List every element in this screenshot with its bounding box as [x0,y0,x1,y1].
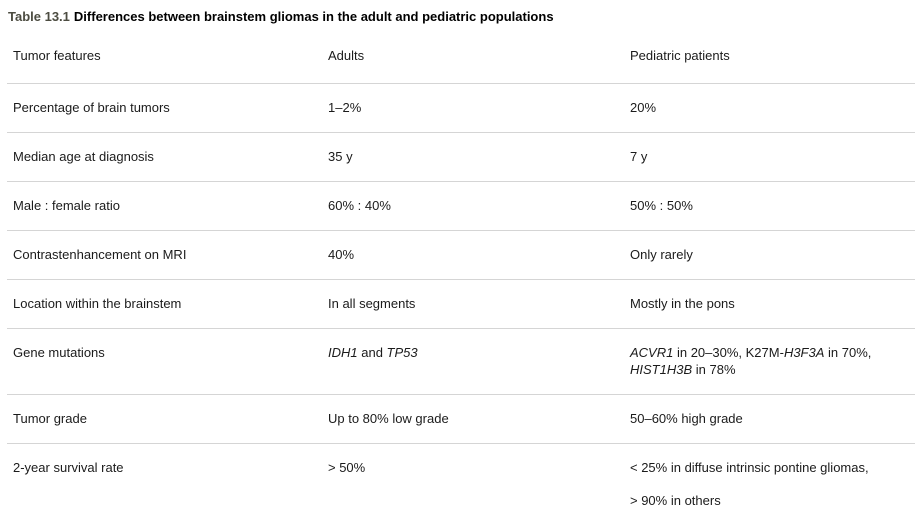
text-segment: in 78% [692,362,736,377]
cell-paragraph: 50–60% high grade [630,410,915,427]
pediatric-cell: Mostly in the pons [630,295,915,312]
text-segment: in 70%, [824,345,872,360]
gene-name-italic: TP53 [386,345,418,360]
text-segment: 40% [328,247,355,262]
cell-paragraph: IDH1 and TP53 [328,344,630,361]
text-segment: 20% [630,100,657,115]
adults-cell: > 50% [328,459,630,476]
cell-paragraph: Mostly in the pons [630,295,915,312]
table-row: Contrastenhancement on MRI 40% Only rarely [7,230,915,279]
pediatric-cell: 50–60% high grade [630,410,915,427]
pediatric-cell: ACVR1 in 20–30%, K27M-H3F3A in 70%, HIST1… [630,344,915,378]
pediatric-cell: 7 y [630,148,915,165]
feature-cell: Gene mutations [13,345,105,360]
adults-cell: IDH1 and TP53 [328,344,630,361]
cell-paragraph: < 25% in diffuse intrinsic pontine gliom… [630,459,915,476]
text-segment: > 50% [328,460,366,475]
text-segment: 60% : 40% [328,198,391,213]
table-row: 2-year survival rate > 50% < 25% in diffus… [7,443,915,517]
feature-cell: Contrastenhancement on MRI [13,247,187,262]
table-row: Percentage of brain tumors 1–2% 20% [7,83,915,132]
feature-cell: Percentage of brain tumors [13,100,170,115]
gene-name-italic: IDH1 [328,345,358,360]
adults-cell: 1–2% [328,99,630,116]
table-row: Male : female ratio 60% : 40% 50% : 50% [7,181,915,230]
table-row: Gene mutations IDH1 and TP53 ACVR1 in 20–3… [7,328,915,394]
pediatric-cell: Only rarely [630,246,915,263]
table-row: Median age at diagnosis 35 y 7 y [7,132,915,181]
cell-paragraph: 40% [328,246,630,263]
column-header-adults: Adults [328,48,365,63]
text-segment: > 90% in others [630,493,721,508]
cell-paragraph: 50% : 50% [630,197,915,214]
text-segment: and [357,345,387,360]
table-row: Tumor grade Up to 80% low grade 50–60% hig… [7,394,915,443]
text-segment: Mostly in the pons [630,296,735,311]
adults-cell: 40% [328,246,630,263]
table-caption: Table 13.1 Differences between brainstem … [0,0,915,36]
cell-paragraph: 35 y [328,148,630,165]
cell-paragraph: 60% : 40% [328,197,630,214]
cell-paragraph: Only rarely [630,246,915,263]
table-number: Table 13.1 [8,9,70,24]
text-segment: In all segments [328,296,416,311]
cell-paragraph: 20% [630,99,915,116]
table-title-text: Differences between brainstem gliomas in… [73,9,554,24]
adults-cell: Up to 80% low grade [328,410,630,427]
column-header-pediatric-patients: Pediatric patients [630,48,730,63]
cell-paragraph: > 50% [328,459,630,476]
text-segment: Only rarely [630,247,693,262]
comparison-table: Tumor features Adults Pediatric patients… [7,36,915,517]
feature-cell: Tumor grade [13,411,87,426]
cell-paragraph: 7 y [630,148,915,165]
table-header-row: Tumor features Adults Pediatric patients [7,36,915,83]
adults-cell: In all segments [328,295,630,312]
text-segment: Up to 80% low grade [328,411,449,426]
cell-paragraph: Up to 80% low grade [328,410,630,427]
text-segment: 7 y [630,149,648,164]
cell-paragraph: In all segments [328,295,630,312]
feature-cell: Location within the brainstem [13,296,182,311]
gene-name-italic: ACVR1 [630,345,674,360]
pediatric-cell: < 25% in diffuse intrinsic pontine gliom… [630,459,915,509]
text-segment: 50% : 50% [630,198,693,213]
gene-name-italic: H3F3A [783,345,825,360]
feature-cell: Median age at diagnosis [13,149,154,164]
cell-paragraph: > 90% in others [630,492,915,509]
text-segment: 35 y [328,149,353,164]
feature-cell: Male : female ratio [13,198,120,213]
pediatric-cell: 20% [630,99,915,116]
text-segment: 50–60% high grade [630,411,743,426]
pediatric-cell: 50% : 50% [630,197,915,214]
text-segment: in 20–30%, K27M- [673,345,784,360]
adults-cell: 60% : 40% [328,197,630,214]
table-row: Location within the brainstem In all segm… [7,279,915,328]
table-body: Percentage of brain tumors 1–2% 20% Median … [7,83,915,517]
column-header-tumor-features: Tumor features [13,48,101,63]
cell-paragraph: ACVR1 in 20–30%, K27M-H3F3A in 70%, HIST1… [630,344,915,378]
cell-paragraph: 1–2% [328,99,630,116]
text-segment: 1–2% [328,100,362,115]
feature-cell: 2-year survival rate [13,460,124,475]
gene-name-italic: HIST1H3B [630,362,693,377]
text-segment: < 25% in diffuse intrinsic pontine gliom… [630,460,869,475]
adults-cell: 35 y [328,148,630,165]
